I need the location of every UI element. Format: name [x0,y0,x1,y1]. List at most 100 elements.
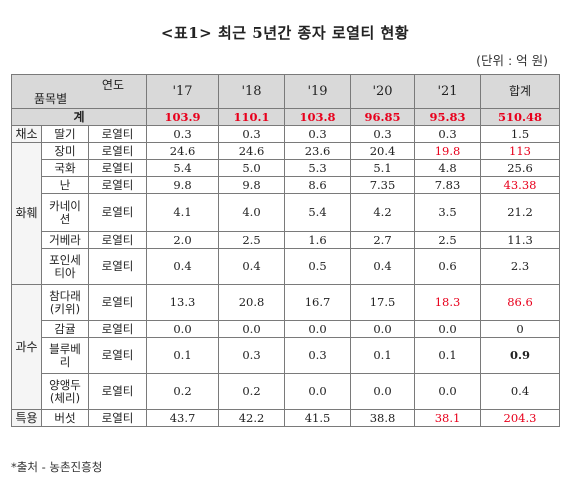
value-cell: 20.8 [218,284,286,321]
value-cell: 9.8 [218,176,286,194]
type-cell: 로열티 [87,248,148,285]
item-name: 참다래(키위) [41,284,89,321]
value-cell: 21.2 [480,193,561,232]
value-cell: 0.4 [480,373,561,410]
item-name: 감귤 [41,320,89,338]
value-cell: 17.5 [350,284,416,321]
value-cell: 0.3 [218,337,286,374]
category-cell: 채소 [11,125,42,143]
value-cell: 8.6 [284,176,352,194]
value-cell: 0.3 [414,125,482,143]
value-cell: 0.3 [218,125,286,143]
table-row: 포인세티아 로열티 0.4 0.4 0.5 0.4 0.6 2.3 [12,248,561,285]
total-value: 110.1 [218,108,286,126]
table-row: 블루베리 로열티 0.1 0.3 0.3 0.1 0.1 0.9 [12,337,561,374]
value-cell: 0.5 [284,248,352,285]
value-cell: 0.1 [414,337,482,374]
value-cell: 4.0 [218,193,286,232]
value-cell: 1.5 [480,125,561,143]
total-value: 103.8 [284,108,352,126]
header-row: 연도 품목별 '17 '18 '19 '20 '21 합계 [10,74,561,109]
value-cell: 4.8 [414,159,482,177]
value-cell: 0.4 [146,248,220,285]
value-cell: 204.3 [480,409,561,427]
table-title: <표1> 최근 5년간 종자 로열티 현황 [160,24,410,42]
total-label: 계 [10,108,148,126]
value-cell: 5.1 [350,159,416,177]
table-row: 화훼 장미 로열티 24.6 24.6 23.6 20.4 19.8 113 [11,142,561,285]
value-cell: 43.38 [480,176,561,194]
value-cell: 13.3 [146,284,220,321]
item-name: 포인세티아 [41,248,89,285]
source-note: *출처 - 농촌진흥청 [11,460,103,474]
value-cell: 0.2 [146,373,220,410]
value-cell: 0.4 [218,248,286,285]
value-cell: 5.4 [284,193,352,232]
value-cell: 0.3 [350,125,416,143]
value-cell: 19.8 [414,142,482,160]
table-row: 감귤 로열티 0.0 0.0 0.0 0.0 0.0 0 [12,320,561,338]
item-name: 장미 [41,142,89,160]
header-total: 합계 [480,74,561,109]
value-cell: 2.3 [480,248,561,285]
value-cell: 11.3 [480,231,561,249]
value-cell: 7.35 [350,176,416,194]
type-cell: 로열티 [87,231,148,249]
value-cell: 4.1 [146,193,220,232]
item-name: 거베라 [41,231,89,249]
value-cell: 24.6 [146,142,220,160]
value-cell: 0.0 [284,320,352,338]
value-cell: 0.1 [350,337,416,374]
item-name: 블루베리 [41,337,89,374]
value-cell: 5.4 [146,159,220,177]
value-cell: 16.7 [284,284,352,321]
header-year: '21 [414,74,482,109]
value-cell: 0.0 [350,373,416,410]
value-cell: 113 [480,142,561,160]
value-cell: 38.8 [350,409,416,427]
value-cell: 43.7 [146,409,220,427]
type-cell: 로열티 [87,320,148,338]
table-row: 과수 참다래(키위) 로열티 13.3 20.8 16.7 17.5 18.3 … [11,284,561,410]
item-name: 버섯 [41,409,89,427]
category-cell: 화훼 [11,142,42,285]
header-year: '17 [146,74,220,109]
item-name: 카네이션 [41,193,89,232]
category-cell: 과수 [11,284,42,410]
type-cell: 로열티 [87,337,148,374]
table-row: 카네이션 로열티 4.1 4.0 5.4 4.2 3.5 21.2 [12,193,561,232]
value-cell: 9.8 [146,176,220,194]
value-cell: 2.0 [146,231,220,249]
value-cell: 0.3 [284,125,352,143]
type-cell: 로열티 [87,125,148,143]
table-row: 거베라 로열티 2.0 2.5 1.6 2.7 2.5 11.3 [12,231,561,249]
header-year: '18 [218,74,286,109]
type-cell: 로열티 [87,193,148,232]
type-cell: 로열티 [87,159,148,177]
value-cell: 23.6 [284,142,352,160]
type-cell: 로열티 [87,176,148,194]
type-cell: 로열티 [87,142,148,160]
value-cell: 5.0 [218,159,286,177]
value-cell: 25.6 [480,159,561,177]
total-value: 103.9 [146,108,220,126]
value-cell: 4.2 [350,193,416,232]
value-cell: 0.3 [146,125,220,143]
value-cell: 1.6 [284,231,352,249]
value-cell: 2.7 [350,231,416,249]
value-cell: 41.5 [284,409,352,427]
royalty-table: 연도 품목별 '17 '18 '19 '20 '21 합계 계 103.9 11… [10,74,561,427]
type-cell: 로열티 [87,409,148,427]
value-cell: 0.0 [350,320,416,338]
value-cell: 5.3 [284,159,352,177]
table-row: 양앵두(체리) 로열티 0.2 0.2 0.0 0.0 0.0 0.4 [12,373,561,410]
unit-label: (단위 : 억 원) [476,53,548,68]
value-cell: 42.2 [218,409,286,427]
value-cell: 0.4 [350,248,416,285]
value-cell: 20.4 [350,142,416,160]
type-cell: 로열티 [87,373,148,410]
value-cell: 18.3 [414,284,482,321]
table-row: 국화 로열티 5.4 5.0 5.3 5.1 4.8 25.6 [12,159,561,177]
value-cell: 0.3 [284,337,352,374]
value-cell: 3.5 [414,193,482,232]
